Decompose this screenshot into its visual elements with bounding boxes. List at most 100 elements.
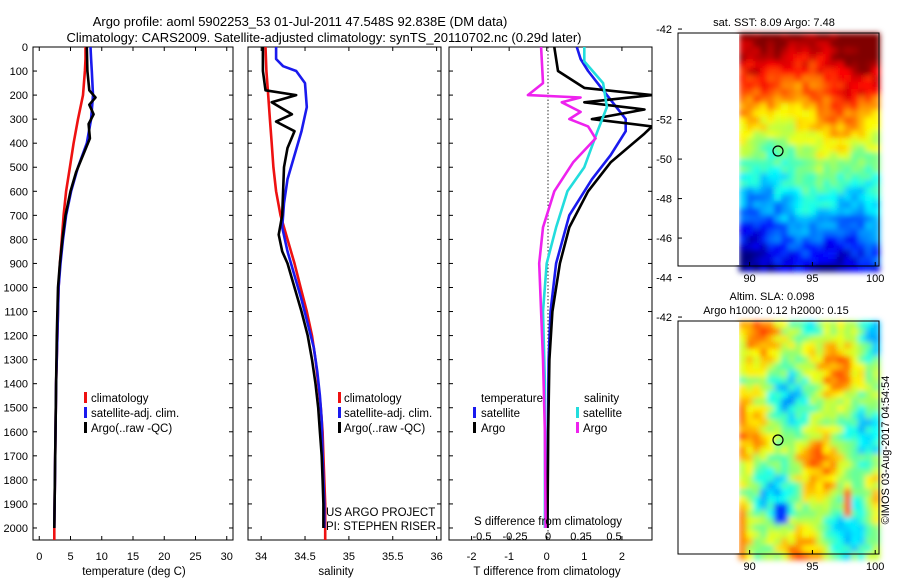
s-difference-ticks: -0.5 -0.25 0 0.25 0.5 — [473, 531, 622, 543]
sla-map-ticks: 90 95 100 -42 -44 -46 -48 -50 -52 — [656, 115, 884, 573]
legend-label-t-satellite: satellite — [481, 408, 520, 420]
series-line — [546, 47, 652, 529]
legend-swatch-argo — [338, 422, 341, 433]
temperature-lines — [52, 47, 97, 540]
sst-map-ticks: 90 95 100 -42 -44 -46 -48 -50 -52 — [656, 24, 884, 285]
legend-label-argo: Argo(..raw -QC) — [344, 423, 425, 435]
map-x-tick-label: 100 — [866, 561, 884, 573]
x-tick-label: 0 — [544, 551, 550, 563]
map-x-tick-label: 90 — [743, 273, 755, 285]
pi-label: PI: STEPHEN RISER — [326, 521, 436, 533]
map-y-tick-label: -46 — [656, 233, 672, 245]
series-line — [526, 47, 597, 529]
legend-label-s-satellite: satellite — [583, 408, 622, 420]
legend-swatch-s-satellite — [576, 407, 579, 418]
s-tick-label: -0.5 — [473, 531, 492, 543]
sla-map-title-line1: Altim. SLA: 0.098 — [730, 291, 815, 303]
x-tick-label: 2 — [619, 551, 625, 563]
s-tick-label: -0.25 — [502, 531, 527, 543]
x-tick-label: -2 — [467, 551, 477, 563]
legend-title-salinity: salinity — [584, 393, 619, 405]
map-y-tick-label: -50 — [656, 154, 672, 166]
figure-title-line2: Climatology: CARS2009. Satellite-adjuste… — [67, 30, 582, 45]
series-line — [53, 47, 97, 529]
difference-legend: temperature salinity satellite Argo sate… — [473, 393, 622, 435]
temperature-panel: 0100200300400500600700800900100011001200… — [4, 42, 234, 578]
legend-label-argo: Argo(..raw -QC) — [91, 423, 172, 435]
map-x-tick-label: 90 — [743, 561, 755, 573]
sla-map: Altim. SLA: 0.098 Argo h1000: 0.12 h2000… — [656, 115, 884, 573]
map-x-tick-label: 95 — [806, 561, 818, 573]
map-x-tick-label: 95 — [806, 273, 818, 285]
y-tick-label: 1800 — [4, 475, 28, 487]
y-tick-label: 800 — [10, 234, 28, 246]
y-tick-label: 2000 — [4, 523, 28, 535]
t-difference-ticks: -2 -1 0 1 2 — [449, 46, 652, 563]
difference-axes-box — [448, 46, 653, 541]
y-tick-label: 200 — [10, 90, 28, 102]
project-label: US ARGO PROJECT — [326, 507, 435, 519]
argo-location-marker — [772, 434, 784, 446]
legend-label-satellite: satellite-adj. clim. — [344, 408, 432, 420]
y-tick-label: 0 — [22, 42, 28, 54]
y-tick-label: 1900 — [4, 499, 28, 511]
y-tick-label: 700 — [10, 210, 28, 222]
temperature-ticks: 0 5 10 15 20 25 30 — [36, 47, 233, 563]
series-line — [274, 47, 326, 528]
x-tick-label: 20 — [158, 551, 170, 563]
x-tick-label: 25 — [189, 551, 201, 563]
y-tick-label: 1300 — [4, 355, 28, 367]
s-difference-label: S difference from climatology — [474, 516, 622, 528]
y-tick-label: 1200 — [4, 331, 28, 343]
legend-label-satellite: satellite-adj. clim. — [91, 408, 179, 420]
y-tick-label: 1000 — [4, 282, 28, 294]
y-tick-label: 500 — [10, 162, 28, 174]
x-tick-label: 5 — [67, 551, 73, 563]
s-tick-label: 0.25 — [570, 531, 591, 543]
map-y-tick-label: -48 — [656, 194, 672, 206]
y-tick-label: 1600 — [4, 427, 28, 439]
y-tick-label: 600 — [10, 186, 28, 198]
series-line — [546, 47, 628, 529]
sla-heatmap — [679, 321, 880, 560]
salinity-legend: climatology satellite-adj. clim. Argo(..… — [338, 392, 432, 435]
x-tick-label: 0 — [36, 551, 42, 563]
temperature-axes-box — [32, 46, 234, 541]
sst-map-title: sat. SST: 8.09 Argo: 7.48 — [713, 17, 835, 29]
argo-location-marker — [772, 145, 784, 157]
x-tick-label: 30 — [221, 551, 233, 563]
y-tick-label: 1500 — [4, 403, 28, 415]
temperature-legend: climatology satellite-adj. clim. Argo(..… — [84, 392, 179, 435]
map-y-tick-label: -42 — [656, 24, 672, 36]
x-tick-label: 15 — [127, 551, 139, 563]
salinity-xlabel: salinity — [318, 566, 353, 578]
legend-swatch-t-argo — [473, 422, 476, 433]
salinity-axes-box — [247, 46, 442, 541]
legend-swatch-s-argo — [576, 422, 579, 433]
x-tick-label: 10 — [96, 551, 108, 563]
sst-heatmap — [679, 33, 880, 272]
map-y-tick-label: -44 — [656, 273, 672, 285]
x-tick-label: 36 — [430, 551, 442, 563]
sst-map: sat. SST: 8.09 Argo: 7.48 90 95 100 -42 -44 -… — [656, 17, 884, 285]
legend-swatch-satellite — [338, 407, 341, 418]
salinity-panel: 34 34.5 35 35.5 36 salinity climatology sate… — [247, 46, 443, 578]
x-tick-label: 34.5 — [294, 551, 315, 563]
legend-swatch-climatology — [84, 392, 87, 403]
y-tick-label: 900 — [10, 258, 28, 270]
y-tick-label: 100 — [10, 66, 28, 78]
legend-swatch-climatology — [338, 392, 341, 403]
map-x-tick-label: 100 — [866, 273, 884, 285]
x-tick-label: 35 — [343, 551, 355, 563]
legend-swatch-satellite — [84, 407, 87, 418]
x-tick-label: 34 — [255, 551, 267, 563]
sla-map-title-line2: Argo h1000: 0.12 h2000: 0.15 — [703, 305, 849, 317]
difference-panel: -2 -1 0 1 2 T difference from climatology te… — [448, 46, 653, 578]
map-y-tick-label: -42 — [656, 312, 672, 324]
t-difference-xlabel: T difference from climatology — [473, 566, 620, 578]
series-line — [261, 47, 325, 528]
series-line — [53, 47, 95, 529]
legend-label-climatology: climatology — [91, 393, 149, 405]
y-tick-label: 1100 — [4, 307, 28, 319]
